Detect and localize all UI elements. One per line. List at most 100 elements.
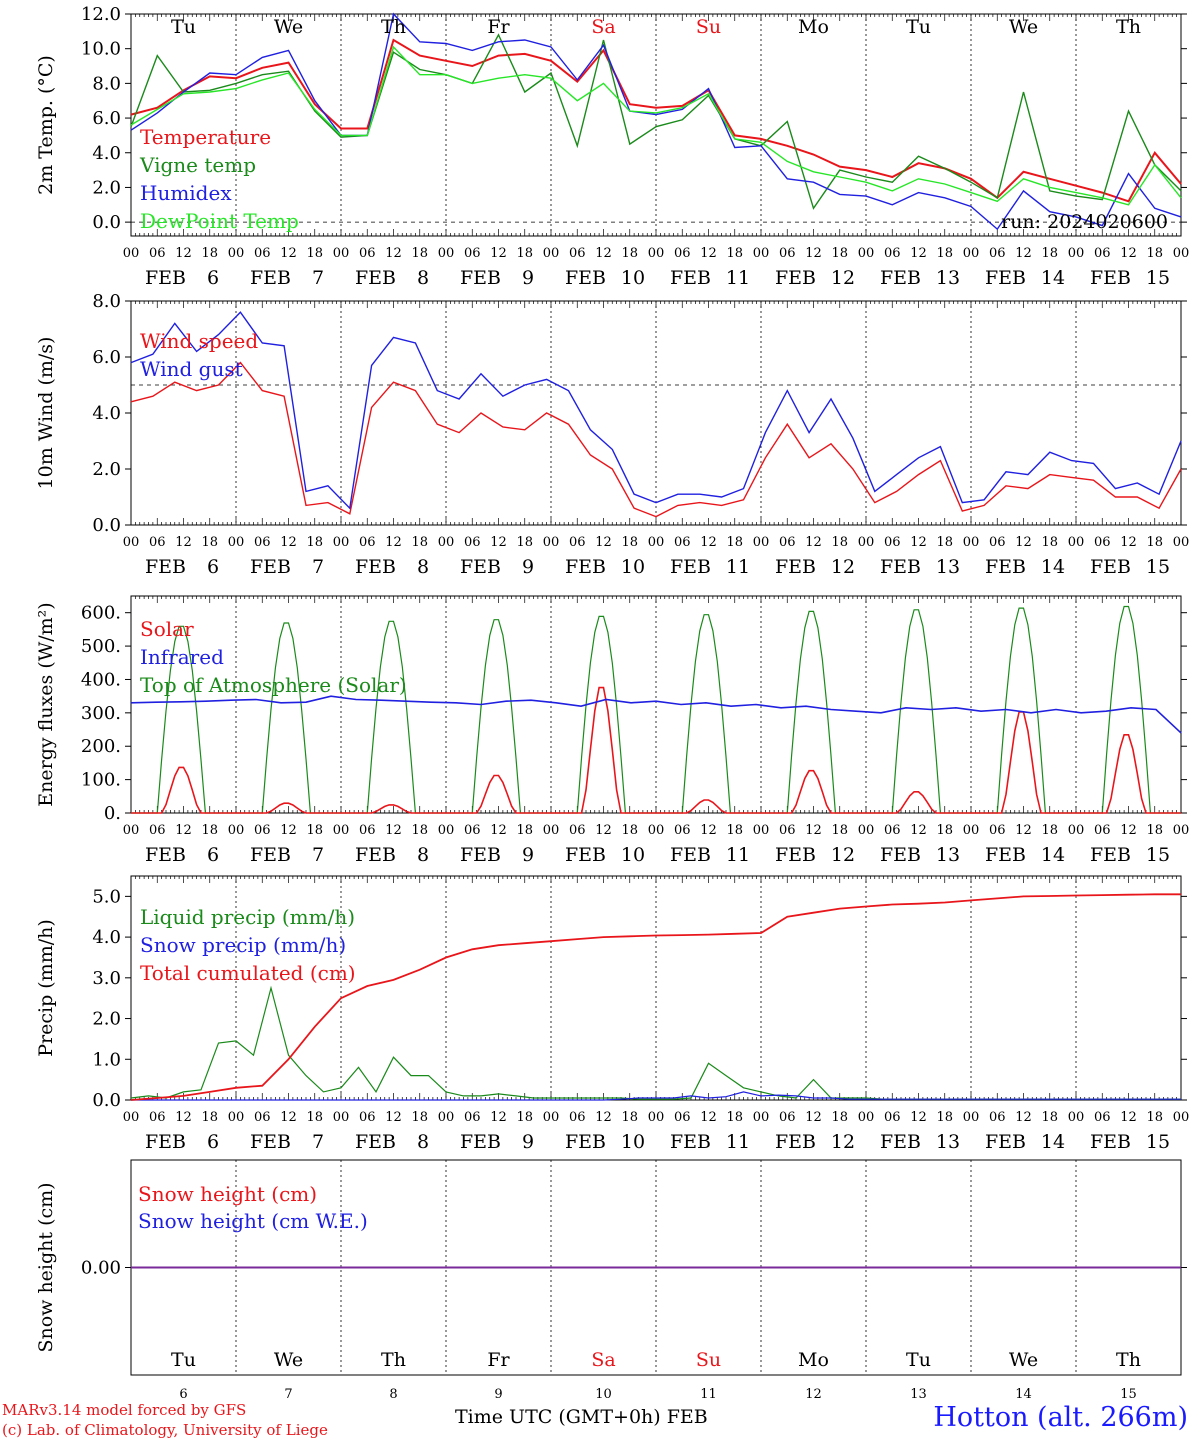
series-line-wind-speed <box>130 361 1182 518</box>
series-line-dewpoint-temp <box>130 45 1182 206</box>
hour-tick-label: 00 <box>858 823 875 838</box>
date-label-month: FEB <box>355 267 396 289</box>
hour-tick-label: 00 <box>333 1110 350 1125</box>
hour-tick-label: 18 <box>936 1110 953 1125</box>
hour-tick-label: 18 <box>516 535 533 550</box>
hour-tick-label: 18 <box>936 246 953 261</box>
series-line-temperature <box>130 38 1182 203</box>
hour-tick-label: 18 <box>831 823 848 838</box>
panel-2: 00 06 12 18 00 06 12 18 00 06 12 18 00 06 12 18 00 06 12 18… <box>35 291 1189 578</box>
hour-tick-label: 00 <box>753 246 770 261</box>
date-label-day: 11 <box>726 844 750 866</box>
hour-tick-label: 12 <box>1120 1110 1137 1125</box>
y-tick-label: 0.0 <box>92 515 121 536</box>
date-label-month: FEB <box>250 556 291 578</box>
hour-tick-label: 06 <box>989 823 1006 838</box>
hour-tick-label: 00 <box>123 823 140 838</box>
series-line-total-cumulated-cm- <box>130 893 1181 1101</box>
hour-tick-label: 12 <box>280 823 297 838</box>
hour-tick-label: 06 <box>674 823 691 838</box>
hour-tick-label: 12 <box>385 1110 402 1125</box>
hour-tick-label: 06 <box>884 1110 901 1125</box>
hour-tick-label: 18 <box>201 535 218 550</box>
hour-tick-label: 06 <box>1094 535 1111 550</box>
series-line-solar <box>131 686 1181 814</box>
date-label-day: 11 <box>726 267 750 289</box>
legend-entry: Top of Atmosphere (Solar) <box>140 673 407 697</box>
weekday-label: Tu <box>171 16 196 38</box>
panel-3: 00 06 12 18 00 06 12 18 00 06 12 18 00 06 12 18 00 06 12 18… <box>35 595 1189 866</box>
hour-tick-label: 06 <box>149 1110 166 1125</box>
y-tick-label: 4.0 <box>92 403 121 424</box>
date-label-month: FEB <box>985 267 1026 289</box>
hour-tick-label: 12 <box>910 1110 927 1125</box>
hour-tick-label: 06 <box>149 823 166 838</box>
hour-tick-label: 12 <box>1015 246 1032 261</box>
hour-tick-label: 06 <box>779 535 796 550</box>
hour-tick-label: 12 <box>805 246 822 261</box>
date-label-month: FEB <box>250 267 291 289</box>
hour-tick-label: 12 <box>385 823 402 838</box>
hour-tick-label: 12 <box>490 535 507 550</box>
hour-tick-label: 00 <box>858 1110 875 1125</box>
hour-tick-label: 00 <box>438 246 455 261</box>
date-label-month: FEB <box>145 844 186 866</box>
hour-tick-label: 06 <box>149 246 166 261</box>
hour-tick-label: 12 <box>1015 1110 1032 1125</box>
hour-tick-label: 00 <box>228 246 245 261</box>
y-tick-label: 8.0 <box>92 73 121 94</box>
series-line-snow-precip-mm-h- <box>131 1091 1181 1101</box>
y-tick-label: 2.0 <box>92 459 121 480</box>
y-tick-label: 0.0 <box>92 212 121 233</box>
date-label-day: 6 <box>207 267 219 289</box>
date-label-month: FEB <box>775 1131 816 1153</box>
date-label-day: 7 <box>312 556 324 578</box>
hour-tick-label: 06 <box>359 1110 376 1125</box>
hour-tick-label: 12 <box>595 246 612 261</box>
date-label-day: 8 <box>417 556 429 578</box>
hour-tick-label: 18 <box>1146 1110 1163 1125</box>
hour-tick-label: 06 <box>779 823 796 838</box>
hour-tick-label: 18 <box>831 535 848 550</box>
hour-tick-label: 00 <box>753 823 770 838</box>
hour-tick-label: 00 <box>963 823 980 838</box>
hour-tick-label: 06 <box>254 1110 271 1125</box>
date-label-month: FEB <box>880 556 921 578</box>
hour-tick-label: 00 <box>648 246 665 261</box>
weekday-label: Th <box>381 1349 406 1371</box>
hour-tick-label: 00 <box>963 246 980 261</box>
hour-tick-label: 06 <box>779 246 796 261</box>
hour-tick-label: 18 <box>831 246 848 261</box>
date-label-month: FEB <box>880 267 921 289</box>
legend-entry: Temperature <box>140 125 271 149</box>
date-label-month: FEB <box>775 844 816 866</box>
date-label-month: FEB <box>565 1131 606 1153</box>
hour-tick-label: 00 <box>648 535 665 550</box>
date-label-day: 7 <box>312 267 324 289</box>
y-tick-label: 0.00 <box>81 1258 121 1279</box>
legend-entry: DewPoint Temp <box>140 209 299 233</box>
date-label-day: 13 <box>936 556 960 578</box>
hour-tick-label: 00 <box>1068 246 1085 261</box>
date-label-month: FEB <box>565 844 606 866</box>
date-label-day: 10 <box>621 556 645 578</box>
date-label-month: FEB <box>1090 1131 1131 1153</box>
hour-tick-label: 12 <box>1120 823 1137 838</box>
day-number-label: 12 <box>805 1387 822 1402</box>
hour-tick-label: 18 <box>516 1110 533 1125</box>
hour-tick-label: 00 <box>123 535 140 550</box>
hour-tick-label: 00 <box>543 1110 560 1125</box>
hour-tick-label: 18 <box>516 823 533 838</box>
y-axis-label: 10m Wind (m/s) <box>35 337 57 490</box>
day-number-label: 14 <box>1015 1387 1032 1402</box>
hour-tick-label: 18 <box>1146 823 1163 838</box>
date-label-day: 13 <box>936 1131 960 1153</box>
y-tick-label: 0. <box>104 803 121 824</box>
hour-tick-label: 18 <box>1041 535 1058 550</box>
hour-tick-label: 12 <box>595 1110 612 1125</box>
date-label-day: 15 <box>1146 556 1170 578</box>
legend-entry: Snow precip (mm/h) <box>140 933 346 957</box>
hour-tick-label: 00 <box>1173 1110 1190 1125</box>
hour-tick-label: 06 <box>674 246 691 261</box>
